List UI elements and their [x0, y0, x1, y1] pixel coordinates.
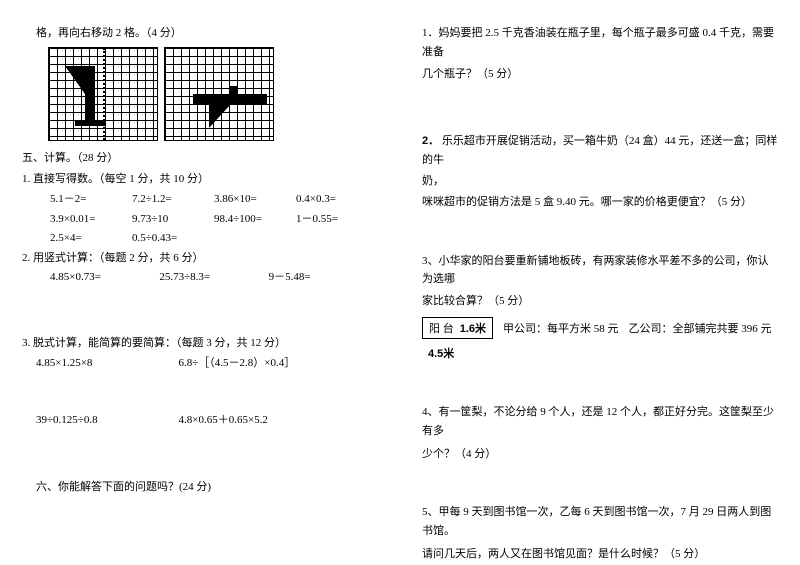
expr: 39÷0.125÷0.8: [36, 412, 179, 430]
expr: 6.8÷［（4.5－2.8）×0.4］: [179, 355, 379, 373]
q4-b: 少个？（4 分）: [422, 445, 778, 464]
balcony-box: 阳 台 1.6米: [422, 317, 493, 339]
shape-foot: [75, 120, 105, 126]
expr: 2.5×4=: [50, 230, 132, 248]
shape-stem: [85, 66, 95, 124]
grid-figures: [48, 47, 378, 141]
expr: 3.86×10=: [214, 191, 296, 209]
top-fragment: 格，再向右移动 2 格。（4 分）: [22, 24, 378, 43]
expr: 9－5.48=: [269, 269, 378, 287]
balcony-label: 阳 台: [429, 320, 454, 336]
left-column: 格，再向右移动 2 格。（4 分） 五、计算。（2: [0, 0, 400, 565]
grid-right: [164, 47, 274, 141]
p2-rows: 4.85×0.73= 25.73÷8.3= 9－5.48=: [22, 269, 378, 287]
page: 格，再向右移动 2 格。（4 分） 五、计算。（2: [0, 0, 800, 565]
q3-b: 家比较合算？（5 分）: [422, 293, 778, 311]
expr: 5.1－2=: [50, 191, 132, 209]
expr: 4.85×0.73=: [50, 269, 159, 287]
q2-text-a: 乐乐超市开展促销活动，买一箱牛奶（24 盒）44 元，还送一盒；同样的牛: [422, 135, 777, 166]
expr: 4.85×1.25×8: [36, 355, 179, 373]
expr: 25.73÷8.3=: [159, 269, 268, 287]
p1-rows: 5.1－2= 7.2÷1.2= 3.86×10= 0.4×0.3= 3.9×0.…: [22, 191, 378, 248]
p2-row: 4.85×0.73= 25.73÷8.3= 9－5.48=: [50, 269, 378, 287]
p1-row: 3.9×0.01= 9.73÷10 98.4÷100= 1－0.55=: [50, 211, 378, 229]
shape-hbar: [193, 94, 267, 104]
balcony-row: 阳 台 1.6米 甲公司：每平方米 58 元 乙公司：全部铺完共要 396 元: [422, 317, 778, 339]
q1-b: 几个瓶子？（5 分）: [422, 65, 778, 84]
p3-row: 4.85×1.25×8 6.8÷［（4.5－2.8）×0.4］: [36, 355, 378, 373]
expr: 98.4÷100=: [214, 211, 296, 229]
expr: 0.4×0.3=: [296, 191, 378, 209]
expr: [296, 230, 378, 248]
q3-a: 3、小华家的阳台要重新铺地板砖，有两家装修水平差不多的公司，你认为选哪: [422, 252, 778, 289]
grid-left: [48, 47, 158, 141]
q2-c: 咪咪超市的促销方法是 5 盒 9.40 元。哪一家的价格更便宜？（5 分）: [422, 193, 778, 212]
company-a: 甲公司：每平方米 58 元: [503, 320, 619, 336]
q2-num: 2．: [422, 135, 439, 147]
p1-title: 1. 直接写得数。（每空 1 分，共 10 分）: [22, 171, 378, 189]
q5-b: 请问几天后，两人又在图书馆见面？是什么时候？（5 分）: [422, 545, 778, 564]
expr: 0.5÷0.43=: [132, 230, 214, 248]
expr: 9.73÷10: [132, 211, 214, 229]
q1-text-a: 1．妈妈要把 2.5 千克香油装在瓶子里，每个瓶子最多可盛 0.4 千克，需要准…: [422, 27, 774, 58]
q1-a: 1．妈妈要把 2.5 千克香油装在瓶子里，每个瓶子最多可盛 0.4 千克，需要准…: [422, 24, 778, 61]
p3-title: 3. 脱式计算，能简算的要简算：（每题 3 分，共 12 分）: [22, 335, 378, 353]
p3-rows: 4.85×1.25×8 6.8÷［（4.5－2.8）×0.4］ 39÷0.125…: [22, 355, 378, 430]
p1-row: 5.1－2= 7.2÷1.2= 3.86×10= 0.4×0.3=: [50, 191, 378, 209]
shape-stub: [229, 86, 237, 94]
p3-row: 39÷0.125÷0.8 4.8×0.65＋0.65×5.2: [36, 412, 378, 430]
shape-tri-down: [209, 104, 231, 128]
company-b: 乙公司：全部铺完共要 396 元: [629, 320, 772, 336]
shape-triangle: [65, 66, 85, 94]
section6-title: 六、你能解答下面的问题吗？(24 分): [22, 478, 378, 497]
p1-row: 2.5×4= 0.5÷0.43=: [50, 230, 378, 248]
q4-a: 4、有一筐梨，不论分给 9 个人，还是 12 个人，都正好分完。这筐梨至少有多: [422, 403, 778, 440]
p2-title: 2. 用竖式计算：（每题 2 分，共 6 分）: [22, 250, 378, 268]
balcony-width: 1.6米: [460, 320, 486, 336]
q2-a: 2． 乐乐超市开展促销活动，买一箱牛奶（24 盒）44 元，还送一盒；同样的牛: [422, 132, 778, 169]
q2-b: 奶，: [422, 173, 778, 191]
section5-title: 五、计算。（28 分）: [22, 149, 378, 168]
expr: 7.2÷1.2=: [132, 191, 214, 209]
expr: 4.8×0.65＋0.65×5.2: [179, 412, 379, 430]
grid-midline: [103, 48, 105, 140]
expr: [214, 230, 296, 248]
q5-a: 5、甲每 9 天到图书馆一次，乙每 6 天到图书馆一次，7 月 29 日两人到图…: [422, 503, 778, 540]
balcony-height: 4.5米: [428, 345, 778, 364]
right-column: 1．妈妈要把 2.5 千克香油装在瓶子里，每个瓶子最多可盛 0.4 千克，需要准…: [400, 0, 800, 565]
expr: 1－0.55=: [296, 211, 378, 229]
expr: 3.9×0.01=: [50, 211, 132, 229]
